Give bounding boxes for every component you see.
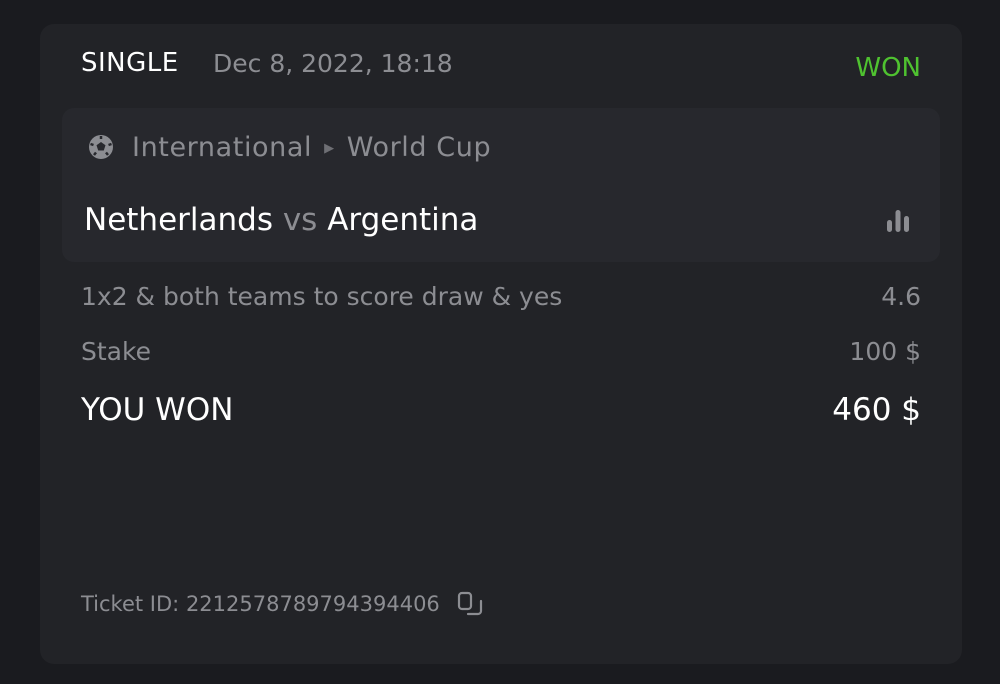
away-team: Argentina <box>327 202 479 238</box>
home-team: Netherlands <box>84 202 273 238</box>
breadcrumb: International ▶ World Cup <box>132 132 491 163</box>
winnings-value: 460 $ <box>832 392 921 428</box>
breadcrumb-league[interactable]: World Cup <box>346 132 492 163</box>
stake-row: Stake 100 $ <box>81 337 921 366</box>
selection-row: 1x2 & both teams to score draw & yes 4.6 <box>81 282 921 311</box>
breadcrumb-category[interactable]: International <box>132 132 313 163</box>
ticket-id-row: Ticket ID: 2212578789794394406 <box>81 590 484 618</box>
copy-icon[interactable] <box>456 590 484 618</box>
market-label: 1x2 & both teams to score draw & yes <box>81 282 563 311</box>
bet-ticket-card: SINGLE Dec 8, 2022, 18:18 WON Internatio… <box>40 24 962 664</box>
status-badge: WON <box>855 53 921 83</box>
stake-value: 100 $ <box>849 337 921 366</box>
winnings-row: YOU WON 460 $ <box>81 392 921 428</box>
bet-date: Dec 8, 2022, 18:18 <box>213 49 453 78</box>
chevron-right-icon: ▶ <box>324 141 335 156</box>
winnings-label: YOU WON <box>81 392 234 428</box>
vs-label: vs <box>282 202 318 238</box>
soccer-ball-icon <box>89 135 113 159</box>
event-box[interactable]: International ▶ World Cup Netherlands vs A… <box>62 108 940 262</box>
ticket-id-value: 2212578789794394406 <box>185 592 440 616</box>
bet-type: SINGLE <box>81 48 179 78</box>
ticket-id-label: Ticket ID: <box>81 592 180 616</box>
match-title: Netherlands vs Argentina <box>84 202 478 238</box>
bar-chart-icon[interactable] <box>884 208 912 234</box>
stake-label: Stake <box>81 337 151 366</box>
odds-value: 4.6 <box>881 282 921 311</box>
